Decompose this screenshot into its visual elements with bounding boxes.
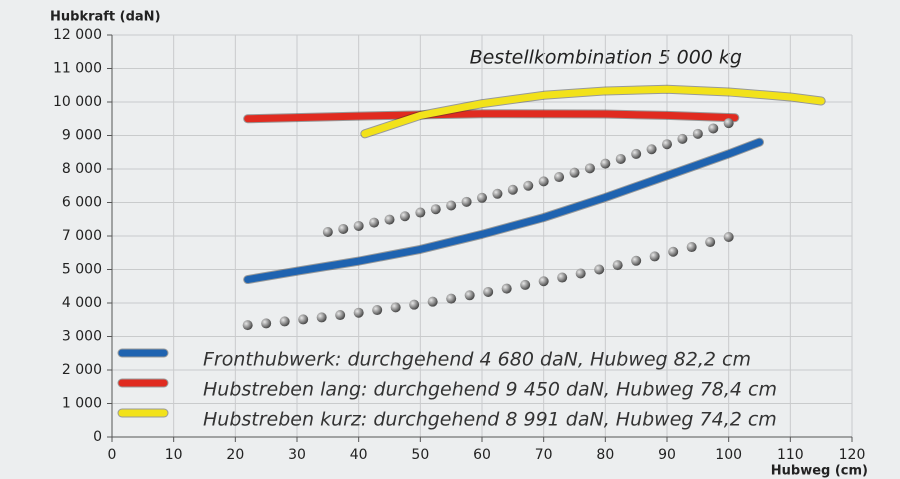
data-point — [372, 305, 383, 316]
data-point — [705, 237, 716, 248]
x-tick-label: 100 — [715, 447, 742, 463]
data-point — [409, 299, 420, 310]
y-tick-label: 2 000 — [62, 362, 102, 378]
y-tick-label: 0 — [93, 429, 102, 445]
data-point — [492, 188, 503, 199]
data-point — [415, 207, 426, 218]
y-tick-label: 1 000 — [62, 396, 102, 412]
data-point — [677, 133, 688, 144]
data-point — [464, 290, 475, 301]
data-point — [723, 232, 734, 243]
data-point — [594, 264, 605, 275]
data-point — [477, 192, 487, 203]
x-tick-label: 30 — [288, 447, 306, 463]
y-tick-label: 7 000 — [62, 228, 102, 244]
data-point — [446, 293, 457, 304]
data-point — [708, 123, 719, 134]
data-point — [692, 128, 703, 139]
x-tick-label: 80 — [596, 447, 614, 463]
data-point — [501, 283, 512, 294]
data-point — [507, 184, 518, 195]
x-axis-title: Hubweg (cm) — [771, 464, 868, 479]
data-point — [298, 314, 309, 325]
line — [361, 85, 825, 138]
y-tick-label: 4 000 — [62, 295, 102, 311]
data-point — [557, 272, 568, 283]
data-point — [430, 204, 441, 215]
data-point — [242, 320, 253, 331]
data-point — [600, 158, 611, 169]
data-point — [316, 312, 327, 323]
data-point — [390, 302, 401, 313]
y-tick-label: 11 000 — [53, 61, 102, 77]
line — [244, 110, 739, 123]
data-point — [668, 246, 679, 257]
data-point — [649, 251, 660, 262]
data-point — [520, 279, 531, 290]
y-axis-title: Hubkraft (daN) — [50, 10, 161, 25]
y-tick-label: 5 000 — [62, 262, 102, 278]
x-tick-label: 120 — [839, 447, 866, 463]
data-point — [399, 211, 410, 222]
data-point — [384, 214, 395, 225]
data-point — [369, 217, 380, 228]
data-point — [612, 260, 623, 271]
x-tick-label: 50 — [411, 447, 429, 463]
y-tick-label: 10 000 — [53, 94, 102, 110]
x-tick-label: 0 — [108, 447, 117, 463]
x-tick-label: 10 — [165, 447, 183, 463]
data-point — [353, 307, 364, 318]
legend-label: Fronthubwerk: durchgehend 4 680 daN, Hub… — [203, 349, 751, 371]
legend-label: Hubstreben lang: durchgehend 9 450 daN, … — [203, 379, 777, 401]
data-point — [483, 286, 494, 297]
data-point — [261, 318, 272, 329]
x-tick-label: 110 — [777, 447, 804, 463]
x-tick-label: 60 — [473, 447, 491, 463]
data-point — [338, 223, 349, 234]
data-point — [353, 220, 364, 231]
data-point — [615, 153, 626, 164]
data-point — [427, 296, 438, 307]
data-point — [538, 276, 549, 287]
y-tick-label: 3 000 — [62, 329, 102, 345]
data-point — [446, 200, 457, 211]
line — [244, 138, 763, 284]
data-point — [569, 167, 580, 178]
x-tick-label: 70 — [535, 447, 553, 463]
data-point — [723, 118, 734, 129]
data-point — [575, 268, 586, 279]
x-tick-label: 20 — [226, 447, 244, 463]
y-tick-label: 12 000 — [53, 27, 102, 43]
x-tick-label: 40 — [350, 447, 368, 463]
data-point — [646, 144, 657, 155]
y-tick-label: 6 000 — [62, 195, 102, 211]
y-tick-label: 9 000 — [62, 128, 102, 144]
data-point — [554, 172, 565, 183]
data-point — [538, 176, 549, 187]
data-point — [631, 148, 642, 159]
data-point — [686, 242, 697, 253]
grid — [111, 34, 853, 438]
data-point — [662, 139, 672, 150]
y-tick-label: 8 000 — [62, 161, 102, 177]
data-point — [584, 163, 595, 174]
data-point — [322, 226, 333, 237]
data-point — [279, 316, 290, 327]
line-outline — [243, 137, 764, 285]
x-tick-label: 90 — [658, 447, 676, 463]
legend-label: Hubstreben kurz: durchgehend 8 991 daN, … — [203, 409, 777, 431]
data-point — [335, 310, 346, 321]
data-point — [523, 180, 534, 191]
data-point — [461, 196, 472, 207]
data-point — [631, 255, 642, 266]
